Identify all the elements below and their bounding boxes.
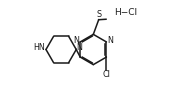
Text: Cl: Cl — [103, 70, 110, 79]
Text: N: N — [77, 43, 83, 52]
Text: H−Cl: H−Cl — [114, 8, 138, 17]
Text: N: N — [107, 36, 113, 45]
Text: HN: HN — [34, 43, 45, 52]
Text: S: S — [96, 10, 101, 19]
Text: N: N — [73, 36, 79, 45]
